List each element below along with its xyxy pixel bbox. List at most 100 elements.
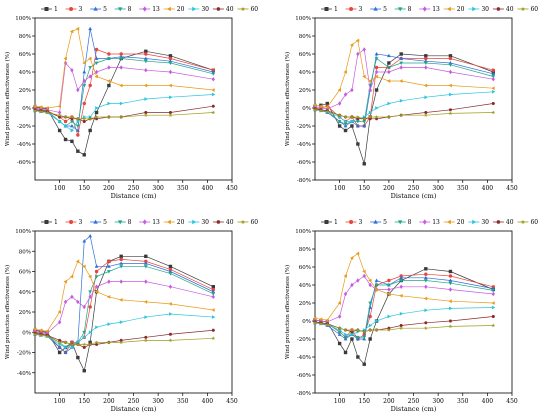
data-point — [356, 51, 360, 57]
y-axis-label: Wind protection effectiveness (%) — [284, 52, 291, 146]
data-point — [45, 334, 50, 338]
data-point — [143, 83, 148, 88]
data-point — [63, 60, 68, 66]
y-tick-label: -80% — [297, 178, 311, 184]
y-tick-label: -20% — [297, 337, 311, 343]
data-point — [119, 114, 124, 119]
data-point — [423, 279, 428, 283]
legend-item: 60 — [237, 6, 258, 13]
x-tick-label: 250 — [408, 185, 420, 192]
data-point — [448, 69, 453, 75]
data-point — [399, 279, 404, 283]
data-point — [491, 75, 496, 79]
series-60 — [313, 107, 496, 121]
legend-label: 3 — [79, 219, 83, 226]
legend-marker — [93, 6, 98, 11]
legend-marker — [446, 219, 451, 225]
data-point — [448, 287, 453, 292]
legend-marker — [397, 7, 403, 12]
legend-item: 40 — [212, 219, 234, 226]
data-point — [424, 272, 428, 276]
legend-item: 13 — [419, 219, 440, 226]
y-tick-label: 60% — [19, 270, 31, 276]
data-point — [144, 49, 148, 53]
legend-marker — [324, 220, 329, 224]
data-point — [70, 67, 74, 73]
legend-label: 1 — [334, 6, 338, 13]
legend-marker — [117, 220, 123, 225]
data-point — [143, 338, 148, 343]
data-point — [144, 67, 148, 73]
legend-label: 1 — [54, 6, 58, 13]
x-tick-label: 350 — [457, 185, 469, 192]
data-point — [107, 57, 111, 61]
data-point — [106, 79, 111, 83]
data-point — [76, 133, 80, 137]
data-point — [94, 275, 99, 279]
legend-item: 20 — [443, 6, 465, 13]
legend-item: 8 — [114, 6, 132, 13]
data-point — [75, 116, 80, 121]
data-point — [343, 128, 348, 133]
data-point — [33, 332, 37, 336]
x-tick-label: 100 — [54, 185, 66, 192]
data-point — [70, 128, 74, 133]
legend-marker — [349, 220, 354, 224]
data-point — [168, 272, 173, 276]
data-point — [107, 83, 111, 88]
legend-label: 20 — [457, 219, 465, 226]
legend-label: 8 — [128, 6, 132, 13]
data-point — [362, 269, 366, 274]
y-tick-label: 100% — [295, 229, 311, 235]
x-tick-label: 350 — [177, 185, 189, 192]
data-point — [349, 43, 354, 47]
data-point — [368, 301, 373, 306]
data-point — [491, 86, 495, 91]
data-point — [343, 350, 348, 355]
data-point — [491, 315, 495, 318]
data-point — [423, 296, 428, 301]
data-point — [399, 65, 403, 70]
data-point — [491, 89, 496, 94]
legend-marker — [142, 6, 147, 12]
data-point — [94, 74, 98, 79]
data-point — [94, 342, 99, 346]
x-tick-label: 200 — [383, 398, 395, 405]
data-point — [119, 57, 124, 61]
data-point — [350, 332, 354, 337]
data-point — [491, 323, 496, 328]
legend-label: 13 — [152, 219, 160, 226]
data-point — [356, 142, 360, 146]
legend-label: 8 — [408, 6, 412, 13]
data-point — [325, 109, 330, 114]
data-point — [343, 92, 348, 97]
data-point — [362, 116, 367, 121]
data-point — [318, 317, 323, 322]
x-tick-label: 400 — [202, 185, 214, 192]
x-axis-label: Distance (cm) — [391, 192, 437, 200]
data-point — [362, 329, 367, 334]
data-point — [318, 321, 323, 326]
data-point — [355, 120, 360, 124]
x-tick-label: 100 — [334, 185, 346, 192]
data-point — [424, 308, 428, 313]
y-tick-label: 0% — [22, 106, 31, 112]
data-point — [211, 72, 216, 76]
data-point — [168, 54, 173, 58]
series-line — [34, 260, 214, 332]
series-1 — [313, 52, 495, 166]
data-point — [144, 97, 148, 101]
data-point — [374, 51, 379, 56]
data-point — [88, 83, 92, 88]
data-point — [424, 267, 428, 271]
legend-marker — [240, 219, 246, 224]
data-point — [318, 108, 323, 113]
data-point — [448, 108, 453, 112]
data-point — [144, 111, 148, 114]
x-tick-label: 400 — [202, 398, 214, 405]
legend-marker — [216, 220, 221, 224]
data-point — [355, 327, 360, 332]
data-point — [374, 114, 379, 119]
legend-item: 13 — [419, 6, 440, 13]
legend-label: 20 — [177, 219, 185, 226]
